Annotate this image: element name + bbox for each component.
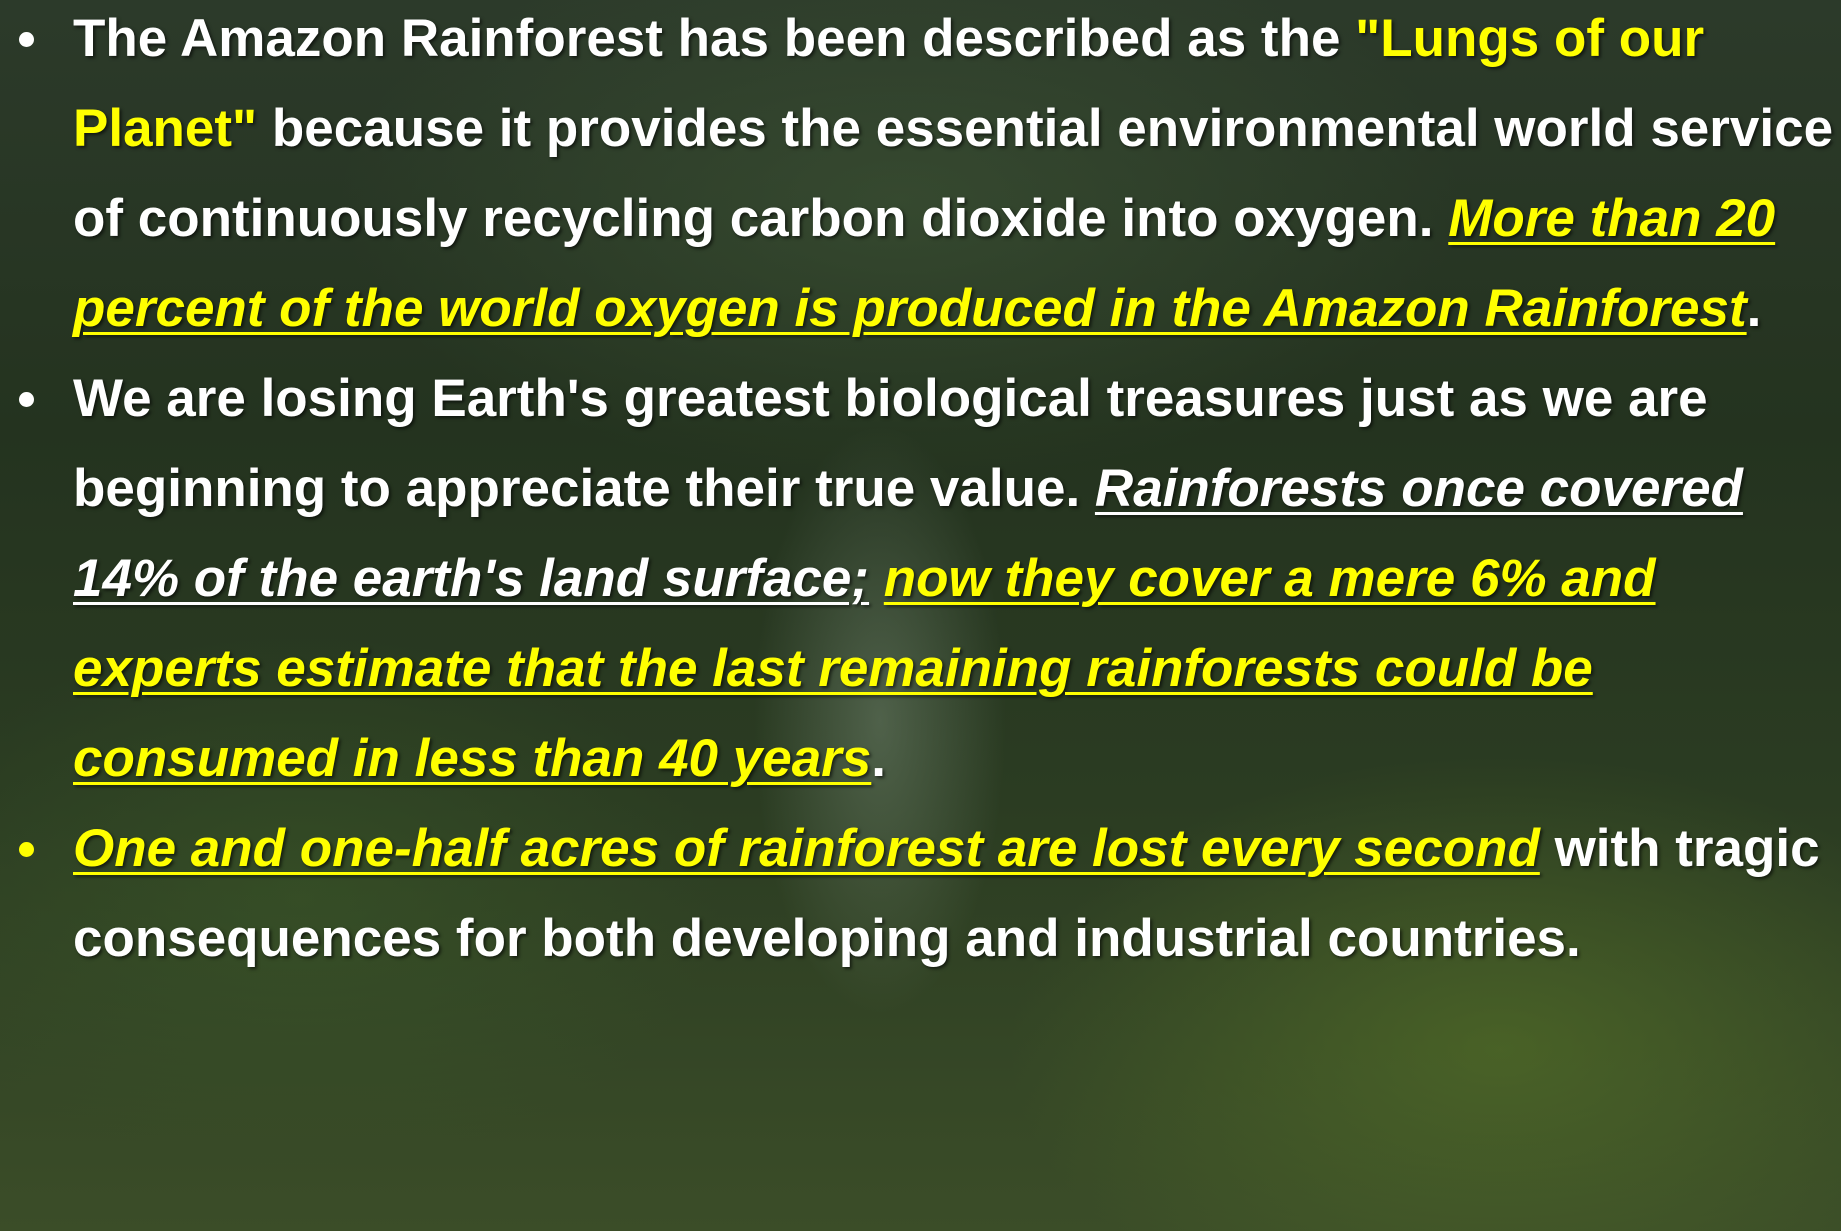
text-run: . [871,729,886,788]
bullet-item: The Amazon Rainforest has been described… [73,0,1835,354]
text-run: . [1747,279,1762,338]
slide: The Amazon Rainforest has been described… [0,0,1841,1231]
bullet-item: We are losing Earth's greatest biologica… [73,354,1835,804]
bullet-list: The Amazon Rainforest has been described… [73,0,1835,984]
bullet-item: One and one-half acres of rainforest are… [73,804,1835,984]
bullet-marker [19,842,34,857]
text-run: The Amazon Rainforest has been described… [73,9,1340,68]
bullet-marker [19,392,34,407]
bullet-marker [19,32,34,47]
emphasis-run: One and one-half acres of rainforest are… [73,819,1540,878]
